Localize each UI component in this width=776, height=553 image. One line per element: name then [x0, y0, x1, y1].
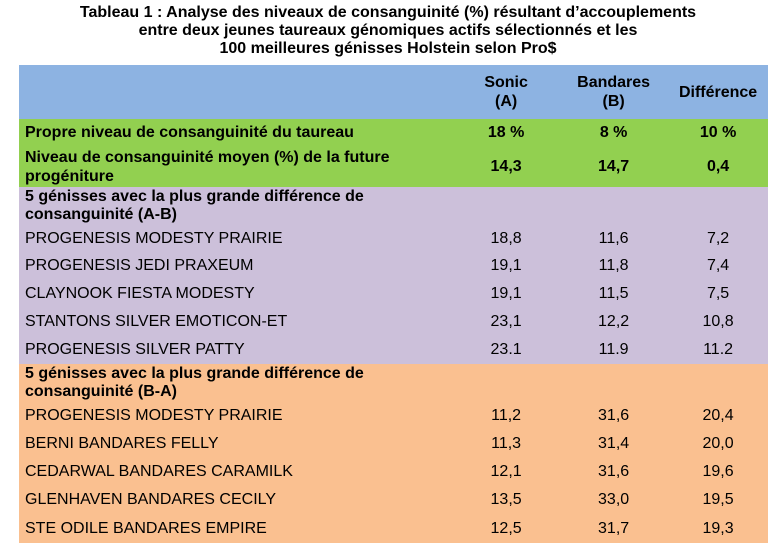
own-level-label: Propre niveau de consanguinité du taurea…	[19, 119, 454, 147]
own-level-b: 8 %	[559, 119, 669, 147]
value-b: 33,0	[559, 486, 669, 514]
header-bandares-code: (B)	[602, 93, 625, 110]
section-ba-label: 5 génisses avec la plus grande différenc…	[19, 364, 454, 402]
section-ba-label-line1: 5 génisses avec la plus grande différenc…	[25, 365, 364, 382]
avg-level-label-line2: progéniture	[25, 168, 114, 185]
header-sonic-name: Sonic	[484, 74, 528, 91]
title-line-3: 100 meilleures génisses Holstein selon P…	[219, 40, 557, 57]
table-title: Tableau 1 : Analyse des niveaux de consa…	[0, 4, 776, 58]
header-bandares: Bandares (B)	[559, 65, 669, 119]
section-ab-label-line1: 5 génisses avec la plus grande différenc…	[25, 188, 364, 205]
heifer-name: GLENHAVEN BANDARES CECILY	[19, 486, 454, 514]
value-a: 19,1	[453, 280, 560, 308]
section-ba-header: 5 génisses avec la plus grande différenc…	[19, 364, 768, 402]
value-diff: 7,2	[668, 225, 768, 252]
heifer-name: STE ODILE BANDARES EMPIRE	[19, 514, 454, 543]
value-a: 23.1	[453, 336, 560, 364]
heifer-name: STANTONS SILVER EMOTICON-ET	[19, 308, 454, 336]
value-b: 12,2	[559, 308, 669, 336]
table-row: PROGENESIS MODESTY PRAIRIE 11,2 31,6 20,…	[19, 402, 768, 430]
value-a: 11,2	[453, 402, 560, 430]
value-a: 18,8	[453, 225, 560, 252]
avg-level-a: 14,3	[453, 147, 560, 187]
heifer-name: PROGENESIS SILVER PATTY	[19, 336, 454, 364]
value-a: 13,5	[453, 486, 560, 514]
title-line-2: entre deux jeunes taureaux génomiques ac…	[138, 22, 638, 39]
header-bandares-name: Bandares	[577, 74, 651, 91]
value-a: 23,1	[453, 308, 560, 336]
value-diff: 20,4	[668, 402, 768, 430]
value-b: 31,6	[559, 458, 669, 486]
value-b: 31,7	[559, 514, 669, 543]
heifer-name: PROGENESIS JEDI PRAXEUM	[19, 252, 454, 280]
value-a: 12,1	[453, 458, 560, 486]
own-level-row: Propre niveau de consanguinité du taurea…	[19, 119, 768, 147]
heifer-name: CLAYNOOK FIESTA MODESTY	[19, 280, 454, 308]
table-row: PROGENESIS MODESTY PRAIRIE 18,8 11,6 7,2	[19, 225, 768, 252]
value-a: 12,5	[453, 514, 560, 543]
section-ba-label-line2: consanguinité (B-A)	[25, 383, 177, 400]
header-difference: Différence	[668, 65, 768, 119]
table-row: PROGENESIS SILVER PATTY 23.1 11.9 11.2	[19, 336, 768, 364]
value-b: 11,5	[559, 280, 669, 308]
table-row: PROGENESIS JEDI PRAXEUM 19,1 11,8 7,4	[19, 252, 768, 280]
value-diff: 10,8	[668, 308, 768, 336]
section-ab-header: 5 génisses avec la plus grande différenc…	[19, 187, 768, 225]
value-a: 11,3	[453, 430, 560, 458]
avg-level-label-line1: Niveau de consanguinité moyen (%) de la …	[25, 149, 390, 166]
value-b: 31,4	[559, 430, 669, 458]
table-row: GLENHAVEN BANDARES CECILY 13,5 33,0 19,5	[19, 486, 768, 514]
section-ab-label: 5 génisses avec la plus grande différenc…	[19, 187, 454, 225]
value-diff: 19,6	[668, 458, 768, 486]
section-ab-label-line2: consanguinité (A-B)	[25, 206, 177, 223]
avg-level-row: Niveau de consanguinité moyen (%) de la …	[19, 147, 768, 187]
header-sonic-code: (A)	[494, 93, 518, 110]
table-row: STE ODILE BANDARES EMPIRE 12,5 31,7 19,3	[19, 514, 768, 543]
heifer-name: BERNI BANDARES FELLY	[19, 430, 454, 458]
value-diff: 19,5	[668, 486, 768, 514]
header-label-cell	[19, 65, 454, 119]
value-b: 11,8	[559, 252, 669, 280]
avg-level-diff: 0,4	[668, 147, 768, 187]
value-b: 11,6	[559, 225, 669, 252]
heifer-name: PROGENESIS MODESTY PRAIRIE	[19, 402, 454, 430]
table-row: CEDARWAL BANDARES CARAMILK 12,1 31,6 19,…	[19, 458, 768, 486]
value-diff: 7,5	[668, 280, 768, 308]
heifer-name: PROGENESIS MODESTY PRAIRIE	[19, 225, 454, 252]
own-level-diff: 10 %	[668, 119, 768, 147]
avg-level-b: 14,7	[559, 147, 669, 187]
own-level-a: 18 %	[453, 119, 560, 147]
value-a: 19,1	[453, 252, 560, 280]
value-b: 31,6	[559, 402, 669, 430]
title-line-1: Tableau 1 : Analyse des niveaux de consa…	[79, 4, 697, 21]
value-diff: 7,4	[668, 252, 768, 280]
value-b: 11.9	[559, 336, 669, 364]
value-diff: 11.2	[668, 336, 768, 364]
table-row: CLAYNOOK FIESTA MODESTY 19,1 11,5 7,5	[19, 280, 768, 308]
value-diff: 19,3	[668, 514, 768, 543]
heifer-name: CEDARWAL BANDARES CARAMILK	[19, 458, 454, 486]
consanguinity-table: Sonic (A) Bandares (B) Différence Propre…	[19, 65, 768, 543]
table-row: STANTONS SILVER EMOTICON-ET 23,1 12,2 10…	[19, 308, 768, 336]
avg-level-label: Niveau de consanguinité moyen (%) de la …	[19, 147, 454, 187]
table-row: BERNI BANDARES FELLY 11,3 31,4 20,0	[19, 430, 768, 458]
value-diff: 20,0	[668, 430, 768, 458]
header-sonic: Sonic (A)	[453, 65, 560, 119]
header-row: Sonic (A) Bandares (B) Différence	[19, 65, 768, 119]
